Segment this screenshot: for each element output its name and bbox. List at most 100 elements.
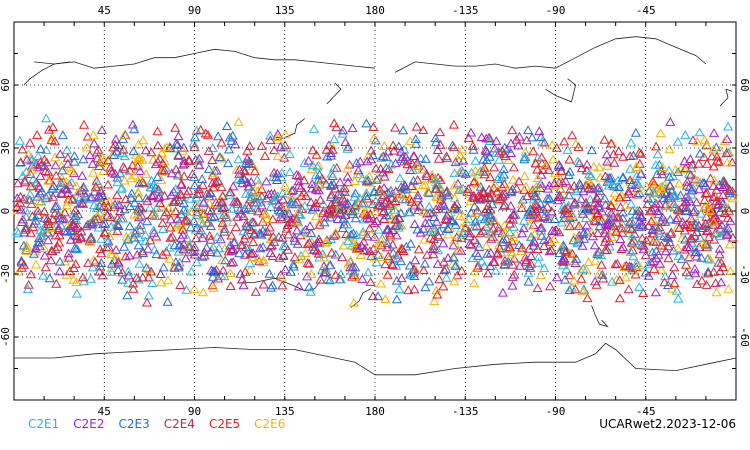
observation-triangle [498,201,509,211]
observation-triangle [277,232,288,242]
observation-triangle [194,188,205,198]
observation-triangle [412,193,423,203]
observation-triangle [364,171,375,181]
observation-triangle [595,203,606,213]
observation-triangle [656,264,667,274]
observation-triangle [45,255,57,265]
observation-triangle [371,174,382,184]
observation-triangle [93,222,104,232]
observation-triangle [47,191,58,201]
observation-triangle [405,238,416,248]
observation-triangle [258,255,269,264]
observation-triangle [681,259,692,269]
observation-triangle [308,123,320,133]
observation-triangle [607,276,618,286]
observation-triangle [559,254,570,264]
observation-triangle [505,148,517,157]
observation-triangle [250,228,261,238]
observation-triangle [198,229,209,239]
observation-triangle [295,182,306,192]
observation-triangle [334,177,346,187]
observation-triangle [33,151,44,160]
observation-triangle [464,228,475,238]
observation-triangle [431,179,442,189]
observation-triangle [485,209,496,219]
observation-triangle [376,240,387,250]
observation-triangle [679,156,690,166]
observation-triangle [353,165,364,175]
observation-triangle [25,169,36,178]
observation-triangle [651,169,663,179]
observation-triangle [611,226,622,236]
top-lon-label: -135 [452,4,479,17]
observation-triangle [137,248,148,257]
observation-triangle [53,225,64,234]
observation-triangle [179,171,190,181]
observation-triangle [466,167,477,177]
observation-triangle [723,223,734,233]
observation-triangle [188,171,200,181]
observation-triangle [721,224,732,234]
observation-triangle [514,240,525,249]
observation-triangle [718,176,729,186]
observation-triangle [43,124,55,134]
observation-triangle [419,258,430,268]
observation-triangle [440,203,451,213]
top-lon-label: 135 [275,4,295,17]
top-lon-label: -45 [636,4,656,17]
observation-triangle [51,278,62,288]
observation-triangle [146,190,157,200]
observation-triangle [397,244,408,254]
observation-triangle [538,241,550,250]
observation-triangle [365,277,376,286]
observation-triangle [25,189,36,199]
top-lon-label: 90 [188,4,201,17]
coastline-segment [244,277,322,292]
observation-triangle [72,187,84,197]
observation-triangle [516,199,527,208]
observation-triangle [205,221,216,230]
observation-triangle [436,191,447,201]
observation-triangle [329,118,340,128]
observation-triangle [12,178,23,188]
observation-triangle [513,176,525,186]
observation-triangle [562,202,573,212]
coastline-segment [591,305,609,328]
observation-triangle [118,161,129,171]
observation-triangle [43,235,54,245]
observation-triangle [551,225,562,235]
observation-triangle [53,223,64,232]
observation-triangle [410,265,421,274]
observation-triangle [701,239,712,249]
observation-triangle [530,158,541,168]
observation-triangle [504,227,515,237]
observation-triangle [469,193,480,202]
observation-triangle [544,193,555,202]
observation-triangle [47,122,58,131]
observation-triangle [600,245,611,255]
observation-triangle [315,194,326,204]
observation-triangle [524,220,535,230]
observation-triangle [448,240,459,250]
observation-triangle [613,182,625,192]
observation-triangle [487,199,498,209]
observation-triangle [686,185,697,195]
observation-triangle [650,198,661,208]
observation-triangle [636,212,647,222]
observation-triangle [431,204,442,214]
observation-triangle [302,271,313,281]
observation-triangle [386,212,397,222]
observation-triangle [432,145,443,154]
observation-triangle [670,164,681,174]
observation-triangle [50,244,61,254]
observation-triangle [569,232,580,242]
observation-triangle [486,233,497,243]
observation-triangle [671,214,682,224]
observation-triangle [476,132,487,141]
observation-triangle [513,140,524,150]
observation-triangle [577,208,588,218]
observation-triangle [390,196,401,205]
observation-triangle [571,253,582,263]
observation-triangle [191,233,202,243]
observation-triangle [567,248,578,258]
